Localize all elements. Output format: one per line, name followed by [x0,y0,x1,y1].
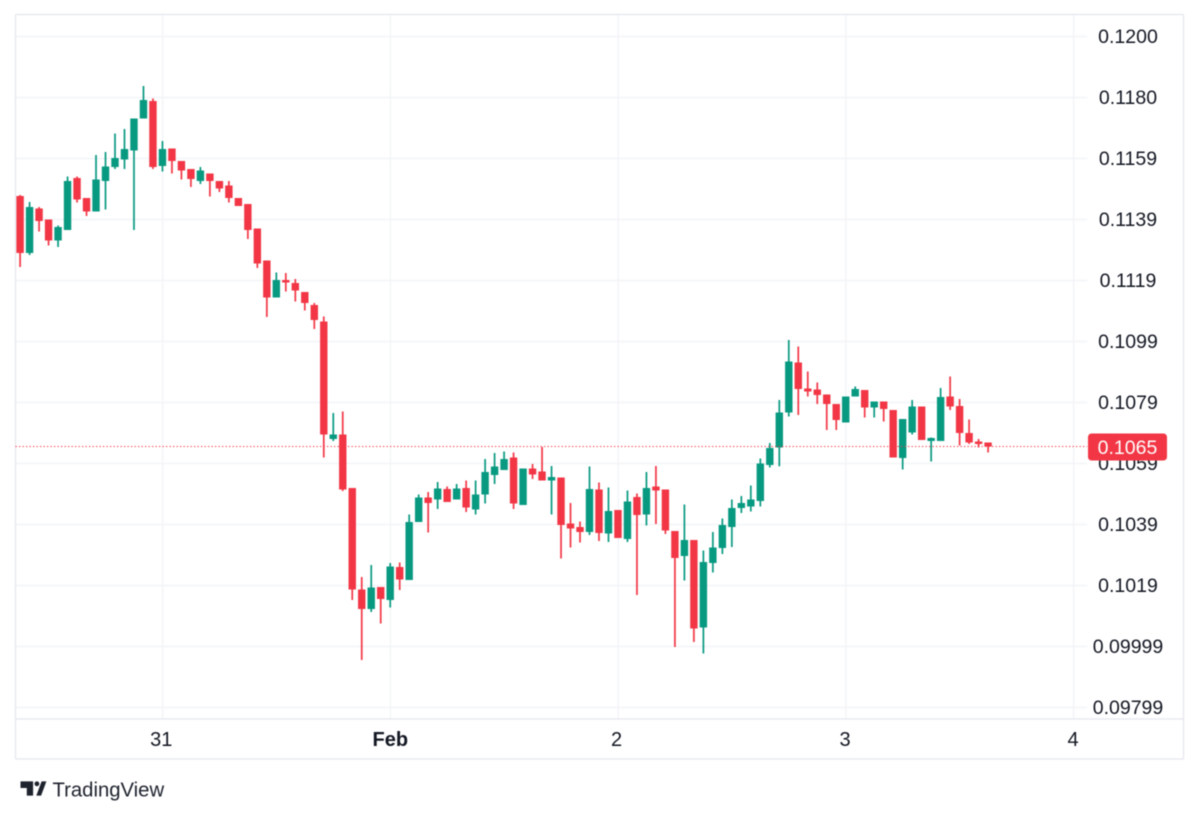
svg-text:4: 4 [1067,729,1078,751]
svg-text:0.1200: 0.1200 [1098,26,1158,48]
svg-text:0.1159: 0.1159 [1099,148,1157,170]
svg-text:TradingView: TradingView [53,780,165,802]
svg-text:0.1019: 0.1019 [1098,575,1158,597]
svg-text:0.09999: 0.09999 [1093,636,1164,658]
svg-text:0.1099: 0.1099 [1098,331,1158,353]
svg-text:Feb: Feb [373,729,409,751]
svg-text:0.1119: 0.1119 [1100,270,1157,292]
svg-text:0.1180: 0.1180 [1099,87,1157,109]
svg-text:31: 31 [150,729,172,751]
svg-text:0.1039: 0.1039 [1098,514,1158,536]
svg-text:3: 3 [839,729,850,751]
svg-text:0.1139: 0.1139 [1099,209,1157,231]
svg-text:0.1065: 0.1065 [1098,437,1158,459]
svg-text:0.09799: 0.09799 [1093,697,1164,719]
svg-text:0.1079: 0.1079 [1098,392,1158,414]
svg-text:2: 2 [611,729,622,751]
